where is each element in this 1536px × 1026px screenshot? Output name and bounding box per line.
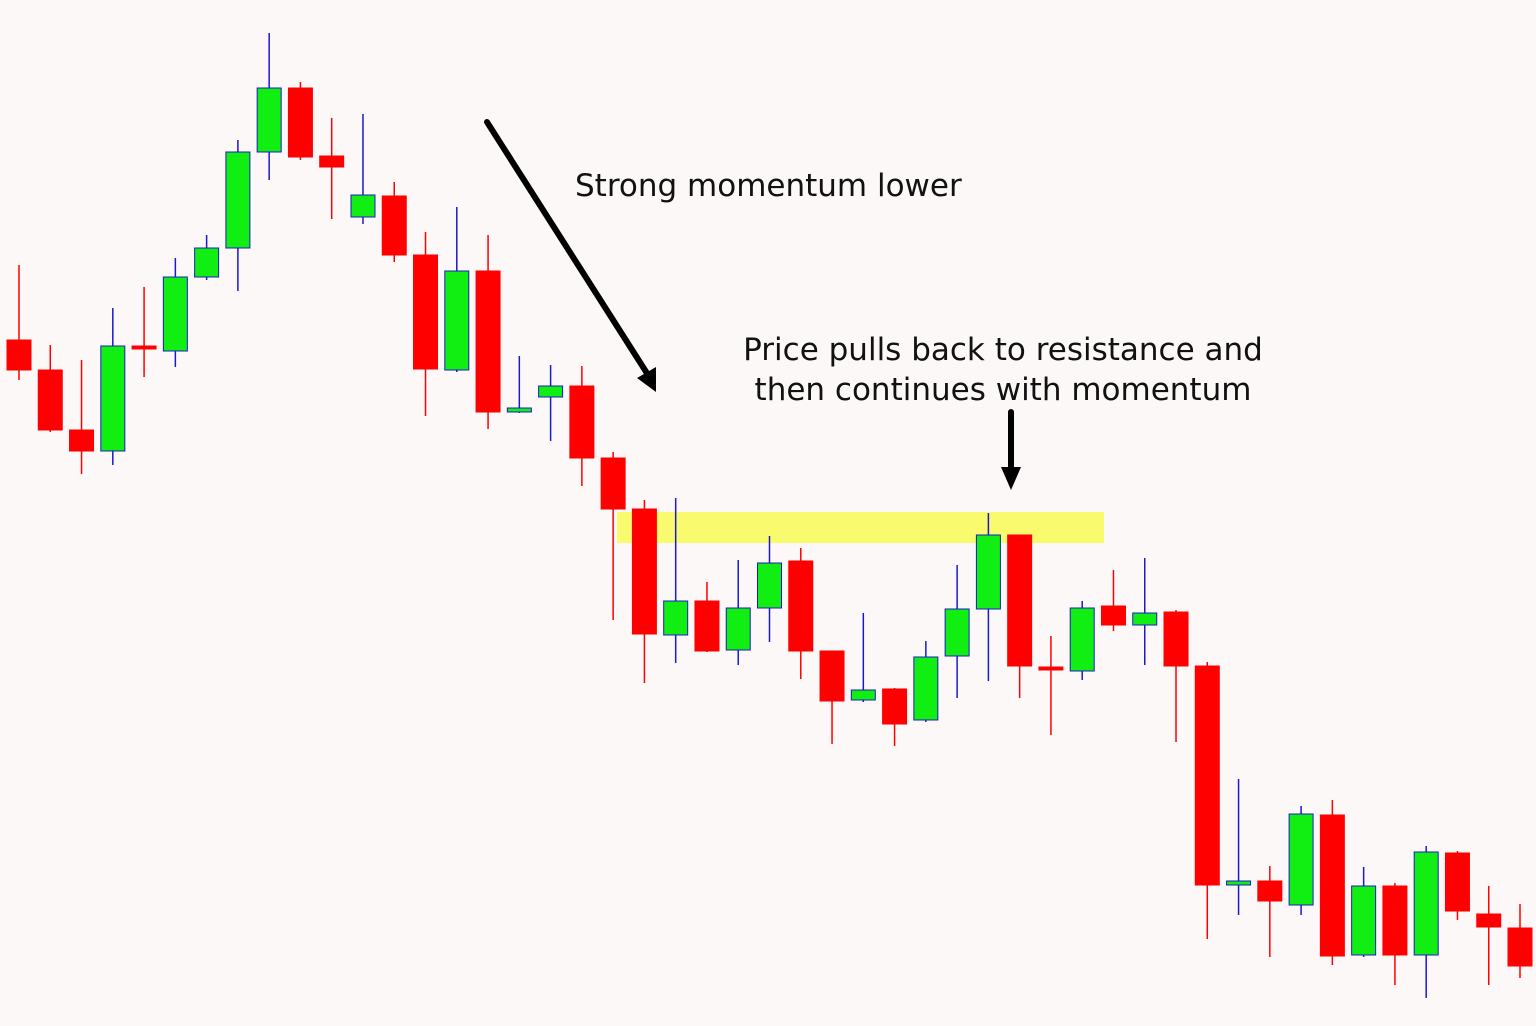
- candle-body: [663, 600, 689, 636]
- candle-body: [600, 457, 626, 510]
- candle-body: [694, 600, 720, 652]
- candle-body: [913, 656, 939, 721]
- candle-body: [1226, 880, 1252, 886]
- candle-body: [757, 562, 782, 609]
- annotation: Price pulls back to resistance and: [743, 332, 1263, 368]
- candle-body: [162, 276, 188, 352]
- candle-body: [1319, 814, 1345, 957]
- candle-body: [1476, 913, 1502, 928]
- candle-body: [725, 607, 751, 651]
- candle-body: [569, 385, 595, 459]
- candle-body: [1413, 851, 1439, 956]
- candle-body: [1288, 813, 1314, 906]
- candle-body: [287, 87, 313, 158]
- candle-body: [788, 560, 814, 652]
- candle-body: [225, 151, 251, 249]
- candle-body: [1038, 666, 1064, 671]
- candle-body: [944, 608, 970, 657]
- candle-body: [381, 195, 407, 256]
- candle-body: [194, 247, 220, 278]
- candle-body: [413, 254, 439, 370]
- candle-body: [1069, 607, 1095, 672]
- candle-body: [1444, 852, 1470, 912]
- candle-body: [975, 534, 1001, 610]
- candle-body: [882, 688, 908, 725]
- candle-body: [131, 345, 157, 350]
- arrow-shaft: [484, 119, 653, 381]
- arrow-head: [637, 367, 656, 392]
- annotation: Strong momentum lower: [575, 168, 962, 204]
- arrow-head: [1001, 467, 1021, 490]
- candle-body: [69, 429, 95, 452]
- candle-body: [1257, 880, 1283, 902]
- candle-body: [6, 339, 32, 371]
- annotation: then continues with momentum: [755, 372, 1252, 408]
- candle-body: [444, 270, 470, 371]
- candle-body: [506, 407, 532, 413]
- candle-body: [1007, 534, 1033, 667]
- candle-body: [1194, 665, 1220, 886]
- candle-body: [319, 155, 345, 168]
- candle-body: [1351, 885, 1377, 956]
- candle-body: [100, 345, 126, 452]
- candle-body: [37, 369, 63, 431]
- candle-body: [1132, 612, 1158, 626]
- candle-body: [850, 689, 876, 701]
- candle-body: [1507, 927, 1533, 967]
- candle-body: [538, 385, 564, 398]
- candle-body: [475, 270, 501, 413]
- candle-body: [1163, 611, 1189, 667]
- candle-body: [819, 650, 845, 702]
- candle-body: [1382, 885, 1408, 956]
- candle-body: [256, 87, 282, 153]
- candle-body: [350, 194, 376, 218]
- candle-body: [1100, 605, 1126, 626]
- candle-body: [631, 508, 657, 635]
